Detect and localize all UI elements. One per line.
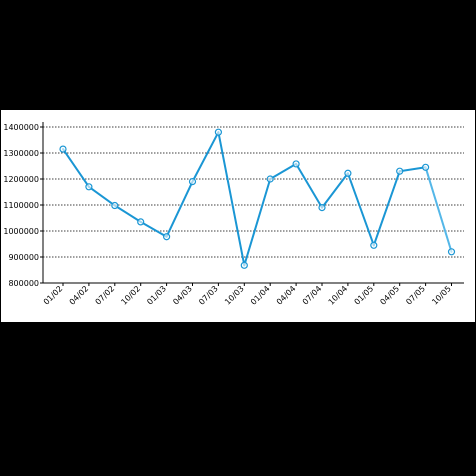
series-line-segment	[243, 178, 272, 267]
chart-panel: 800000 900000 1000000 1100000 1200000 1300000…	[1, 110, 475, 322]
data-point-marker	[59, 145, 67, 153]
series-line-segment	[87, 185, 116, 207]
data-point-marker	[318, 203, 326, 212]
series-line-segment	[321, 172, 349, 209]
data-point-marker	[266, 175, 274, 183]
data-point-marker	[214, 128, 222, 136]
y-tick-label: 900000	[8, 253, 39, 262]
x-tick-label: 10/04	[327, 284, 350, 307]
series-line-segment	[424, 166, 453, 253]
x-tick-label: 07/02	[94, 284, 117, 307]
series-line-segment	[113, 204, 142, 223]
series-lines	[62, 131, 453, 267]
data-point-marker	[85, 183, 93, 191]
series-line-segment	[165, 180, 194, 238]
series-markers	[59, 128, 456, 269]
x-tick-label: 01/02	[42, 284, 65, 307]
x-tick-label: 04/04	[275, 284, 298, 307]
data-point-marker	[370, 241, 378, 249]
x-tick-label: 07/05	[404, 284, 427, 307]
data-point-marker	[344, 169, 352, 177]
series-line-segment	[62, 148, 90, 188]
y-tick-labels: 800000 900000 1000000 1100000 1200000 1300000…	[3, 123, 43, 288]
x-tick-label: 01/04	[249, 284, 272, 307]
series-line-segment	[139, 220, 168, 238]
series-line-segment	[295, 162, 323, 209]
data-point-marker	[292, 160, 300, 168]
data-point-marker	[240, 261, 248, 269]
x-tick-label: 04/02	[68, 284, 91, 307]
x-tick-label: 01/05	[353, 284, 376, 307]
y-tick-label: 1000000	[3, 227, 39, 236]
x-tick-label: 04/03	[171, 284, 194, 307]
data-point-marker	[137, 218, 145, 226]
y-tick-label: 800000	[8, 279, 39, 288]
line-chart: 800000 900000 1000000 1100000 1200000 1300000…	[3, 122, 464, 307]
data-point-marker	[111, 201, 119, 210]
series-line-segment	[217, 131, 246, 267]
data-point-marker	[188, 177, 197, 186]
grid-lines	[43, 126, 464, 258]
x-tick-label: 04/05	[378, 284, 401, 307]
x-tick-label: 07/03	[197, 284, 220, 307]
series-line-segment	[372, 170, 401, 247]
y-tick-label: 1100000	[3, 201, 39, 210]
x-tick-labels: 01/02 04/02 07/02 10/02 01/03 04/03 07/03 10/03…	[42, 283, 453, 307]
data-point-marker	[163, 233, 171, 241]
axes	[42, 122, 464, 284]
y-tick-label: 1200000	[3, 175, 39, 184]
series-line-segment	[191, 131, 220, 183]
y-tick-label: 1400000	[3, 123, 39, 132]
x-tick-label: 07/04	[301, 284, 324, 307]
series-line-segment	[346, 172, 375, 247]
x-tick-label: 10/05	[430, 284, 453, 307]
data-point-marker	[396, 167, 404, 175]
data-point-marker	[447, 248, 456, 256]
series-line-segment	[269, 162, 298, 180]
data-point-marker	[422, 163, 430, 171]
series-line-segment	[398, 166, 427, 173]
x-tick-label: 01/03	[145, 284, 168, 307]
y-tick-label: 1300000	[3, 149, 39, 158]
x-tick-label: 10/02	[119, 284, 142, 307]
x-tick-label: 10/03	[223, 284, 246, 307]
